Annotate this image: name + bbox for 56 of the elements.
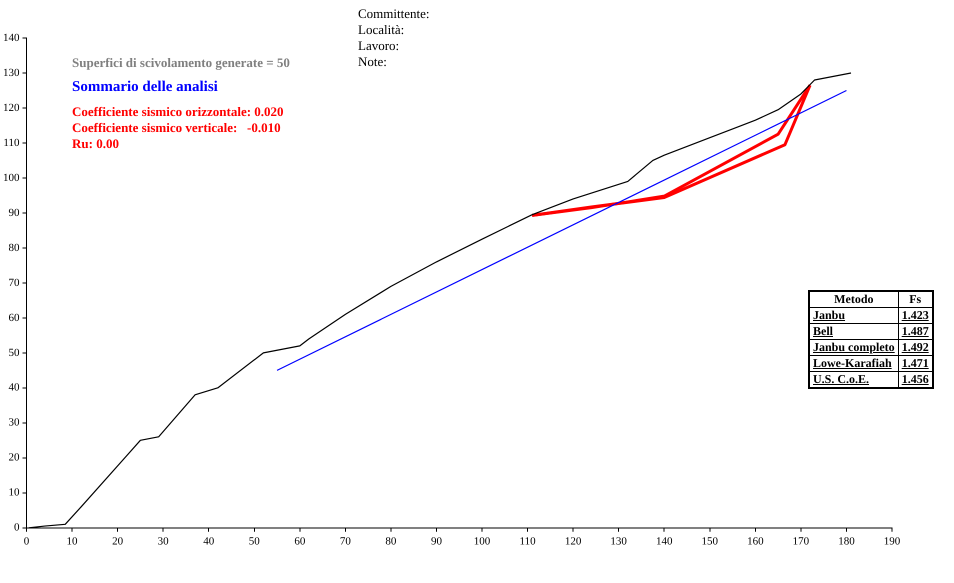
x-tick-label: 30	[158, 535, 170, 548]
x-tick-label: 70	[340, 535, 352, 548]
x-tick-label: 190	[884, 535, 901, 548]
text: Committente:	[358, 6, 430, 22]
x-tick-label: 90	[430, 535, 442, 548]
text: 1.423	[898, 308, 933, 324]
annotation: Metodo	[809, 291, 898, 308]
y-tick-label: 20	[8, 452, 20, 464]
annotation: Lowe-Karafiah	[809, 356, 898, 372]
y-tick-label: 110	[3, 136, 20, 149]
x-tick-label: 10	[66, 535, 78, 548]
y-tick-label: 10	[8, 486, 20, 499]
y-tick-label: 70	[8, 276, 20, 289]
y-tick-label: 50	[8, 346, 20, 359]
annotation: Bell	[809, 324, 898, 340]
x-tick-label: 110	[520, 535, 536, 548]
text: 1.471	[898, 356, 933, 372]
annotation: Janbu completo	[809, 340, 898, 356]
text: Fs	[898, 291, 933, 308]
text: Località:	[358, 22, 404, 38]
y-tick-label: 30	[8, 416, 20, 429]
y-tick-label: 80	[8, 242, 20, 254]
x-tick-label: 180	[838, 535, 856, 548]
x-tick-label: 170	[792, 535, 810, 548]
annotation: Janbu	[809, 308, 898, 324]
annotation: Coefficiente sismico orizzontale: 0.020	[72, 104, 284, 120]
y-tick-label: 100	[3, 172, 20, 184]
annotation: Ru: 0.00	[72, 136, 119, 152]
x-tick-label: 130	[610, 535, 628, 548]
x-tick-label: 140	[656, 535, 673, 548]
x-tick-label: 40	[203, 535, 215, 548]
annotation: U.S. C.o.E.	[809, 372, 898, 388]
y-tick-label: 40	[8, 382, 20, 394]
x-tick-label: 150	[702, 535, 719, 548]
text: 1.492	[898, 340, 933, 356]
annotation: Note:	[358, 54, 387, 70]
y-tick-label: 120	[3, 102, 20, 114]
text: 1.456	[898, 372, 933, 388]
y-tick-label: 60	[8, 312, 20, 324]
y-tick-label: 90	[8, 206, 20, 219]
y-tick-label: 130	[3, 66, 20, 79]
y-tick-label: 0	[14, 522, 20, 534]
x-tick-label: 100	[474, 535, 491, 548]
x-tick-label: 60	[294, 535, 306, 548]
text: Sommario delle analisi	[72, 79, 218, 95]
y-tick-label: 140	[3, 32, 20, 44]
text: Superfici di scivolamento generate = 50	[72, 55, 290, 71]
x-tick-label: 0	[24, 535, 30, 548]
x-tick-label: 120	[564, 535, 582, 548]
x-tick-label: 80	[385, 535, 397, 548]
x-tick-label: 160	[747, 535, 764, 548]
text: 1.487	[898, 324, 933, 340]
x-tick-label: 50	[248, 535, 260, 548]
annotation: Coefficiente sismico verticale: -0.010	[72, 120, 281, 136]
annotation: Lavoro:	[358, 38, 400, 54]
x-tick-label: 20	[112, 535, 124, 548]
